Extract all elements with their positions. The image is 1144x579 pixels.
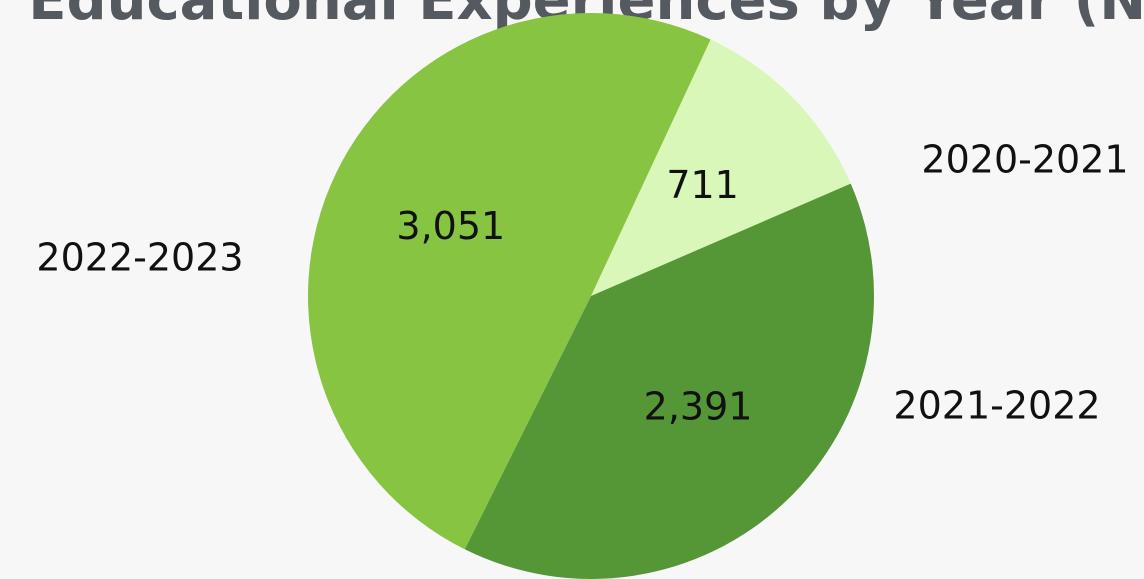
pie-slice — [464, 183, 874, 579]
pie-slice — [307, 12, 711, 550]
data-label: 711 — [666, 163, 739, 207]
category-label: 2021-2022 — [893, 384, 1100, 428]
category-label: 2022-2023 — [36, 236, 243, 280]
data-label: 3,051 — [396, 204, 505, 248]
data-label: 2,391 — [644, 384, 753, 428]
category-label: 2020-2021 — [921, 138, 1128, 182]
pie-slice — [591, 39, 851, 297]
